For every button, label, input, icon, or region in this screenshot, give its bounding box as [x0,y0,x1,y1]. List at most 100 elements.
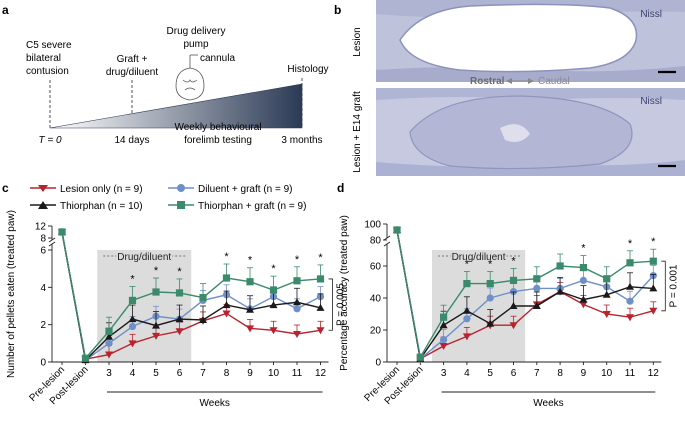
data-point [152,321,160,329]
data-point [128,315,137,323]
y-tick-label-upper: 100 [364,220,381,231]
data-point [316,275,325,283]
panel-a-letter: a [2,3,9,17]
data-point [439,343,448,350]
data-point [626,282,634,290]
orientation-rostral: Rostral [470,76,505,87]
significance-star: * [177,266,182,278]
drug-period-label: Drug/diluent [117,252,171,263]
data-point [486,319,495,327]
series-line [61,231,321,360]
legend-item-lesion: Lesion only (n = 9) [30,184,143,195]
data-point [105,339,113,347]
drug-period-shade [431,250,526,362]
data-point [269,327,278,335]
data-point [509,302,518,309]
svg-text:Thiorphan (n = 10): Thiorphan (n = 10) [60,201,143,212]
x-tick-label: 10 [601,368,613,379]
data-point [222,310,231,318]
spinal-cord-sketch [175,54,205,101]
event-contusion-line3: contusion [26,66,69,77]
x-tick-label: 11 [292,368,303,379]
svg-text:Diluent + graft (n = 9): Diluent + graft (n = 9) [198,184,293,195]
event-cannula: cannula [200,53,235,64]
legend: Lesion only (n = 9) Diluent + graft (n =… [30,184,306,212]
x-tick-label: 12 [315,368,327,379]
data-point [293,305,301,313]
significance-star: * [628,238,633,250]
data-point [602,311,611,318]
stat-bracket [661,260,666,312]
legend-item-diluent: Diluent + graft (n = 9) [168,184,293,195]
data-point [222,274,231,282]
y-tick-label: 6 [40,246,46,257]
x-tick-label: 9 [581,368,587,379]
data-point [603,275,611,283]
data-point [222,301,231,309]
y-tick-label-upper: 80 [370,236,382,247]
data-point [199,294,207,302]
stat-label: P = 0.005 [336,283,347,326]
svg-text:Lesion only (n = 9): Lesion only (n = 9) [60,184,143,195]
series-thio-graft [393,226,657,361]
x-tick-label: 4 [130,368,136,379]
data-point [293,298,301,306]
data-point [626,297,634,305]
orientation-arrowhead-right [528,78,534,84]
drug-period-label: Drug/diluent [452,252,506,263]
data-point [128,296,137,304]
event-graft-line2: drug/diluent [106,67,158,78]
data-point [579,264,587,272]
data-point [626,314,634,322]
significance-star: * [154,265,159,277]
data-point [509,322,518,330]
panel-b-letter: b [334,3,341,17]
y-axis-label: Percentage accuracy (treated paw) [339,215,350,371]
nissl-image-graft: Nissl [376,88,685,176]
data-point [532,302,541,309]
significance-star: * [511,255,516,267]
x-tick-label: 7 [200,368,206,379]
y-tick-label-upper: 8 [40,234,46,245]
x-axis-label: Weeks [200,398,230,409]
data-point [81,354,90,362]
significance-star: * [651,236,656,248]
stain-label-2: Nissl [640,96,662,107]
significance-star: * [465,259,470,271]
data-point [269,286,278,294]
timeline-testing-line1: Weekly behavioural [174,122,261,133]
svg-text:Thiorphan + graft (n = 9): Thiorphan + graft (n = 9) [198,201,306,212]
x-tick-label: 5 [487,368,493,379]
y-tick-label: 2 [40,320,46,331]
event-contusion-line2: bilateral [26,53,61,64]
data-point [509,276,518,284]
y-axis-label: Number of pellets eaten (treated paw) [6,210,17,378]
x-tick-label: 8 [224,368,230,379]
axis-break-1 [383,241,391,247]
stain-label-1: Nissl [640,9,662,20]
stat-bracket [328,278,333,331]
data-point [533,275,541,283]
data-point [462,306,471,314]
x-tick-label: 6 [511,368,517,379]
data-point [440,313,448,321]
timeline-t0: T = 0 [38,135,62,146]
data-point [556,262,564,270]
significance-star: * [295,254,300,266]
orientation-caudal: Caudal [538,76,570,87]
image-label-graft: Lesion + E14 graft [352,91,363,173]
significance-star: * [130,273,135,285]
panel-c-letter: c [2,181,9,195]
significance-star: * [318,252,323,264]
x-tick-label: 9 [247,368,253,379]
drug-period-label-bg [450,251,507,263]
x-tick-label: 10 [268,368,280,379]
series-line [61,231,321,361]
y-tick-label: 20 [370,326,382,337]
series-thio-graft [58,228,325,362]
series-line [61,231,321,362]
panel-b-histology: b Nissl Lesion Rostral Caudal Nissl [334,0,685,176]
nissl-image-lesion: Nissl [376,0,685,82]
data-point [462,333,471,341]
legend-item-thiorphan: Thiorphan (n = 10) [30,201,143,212]
